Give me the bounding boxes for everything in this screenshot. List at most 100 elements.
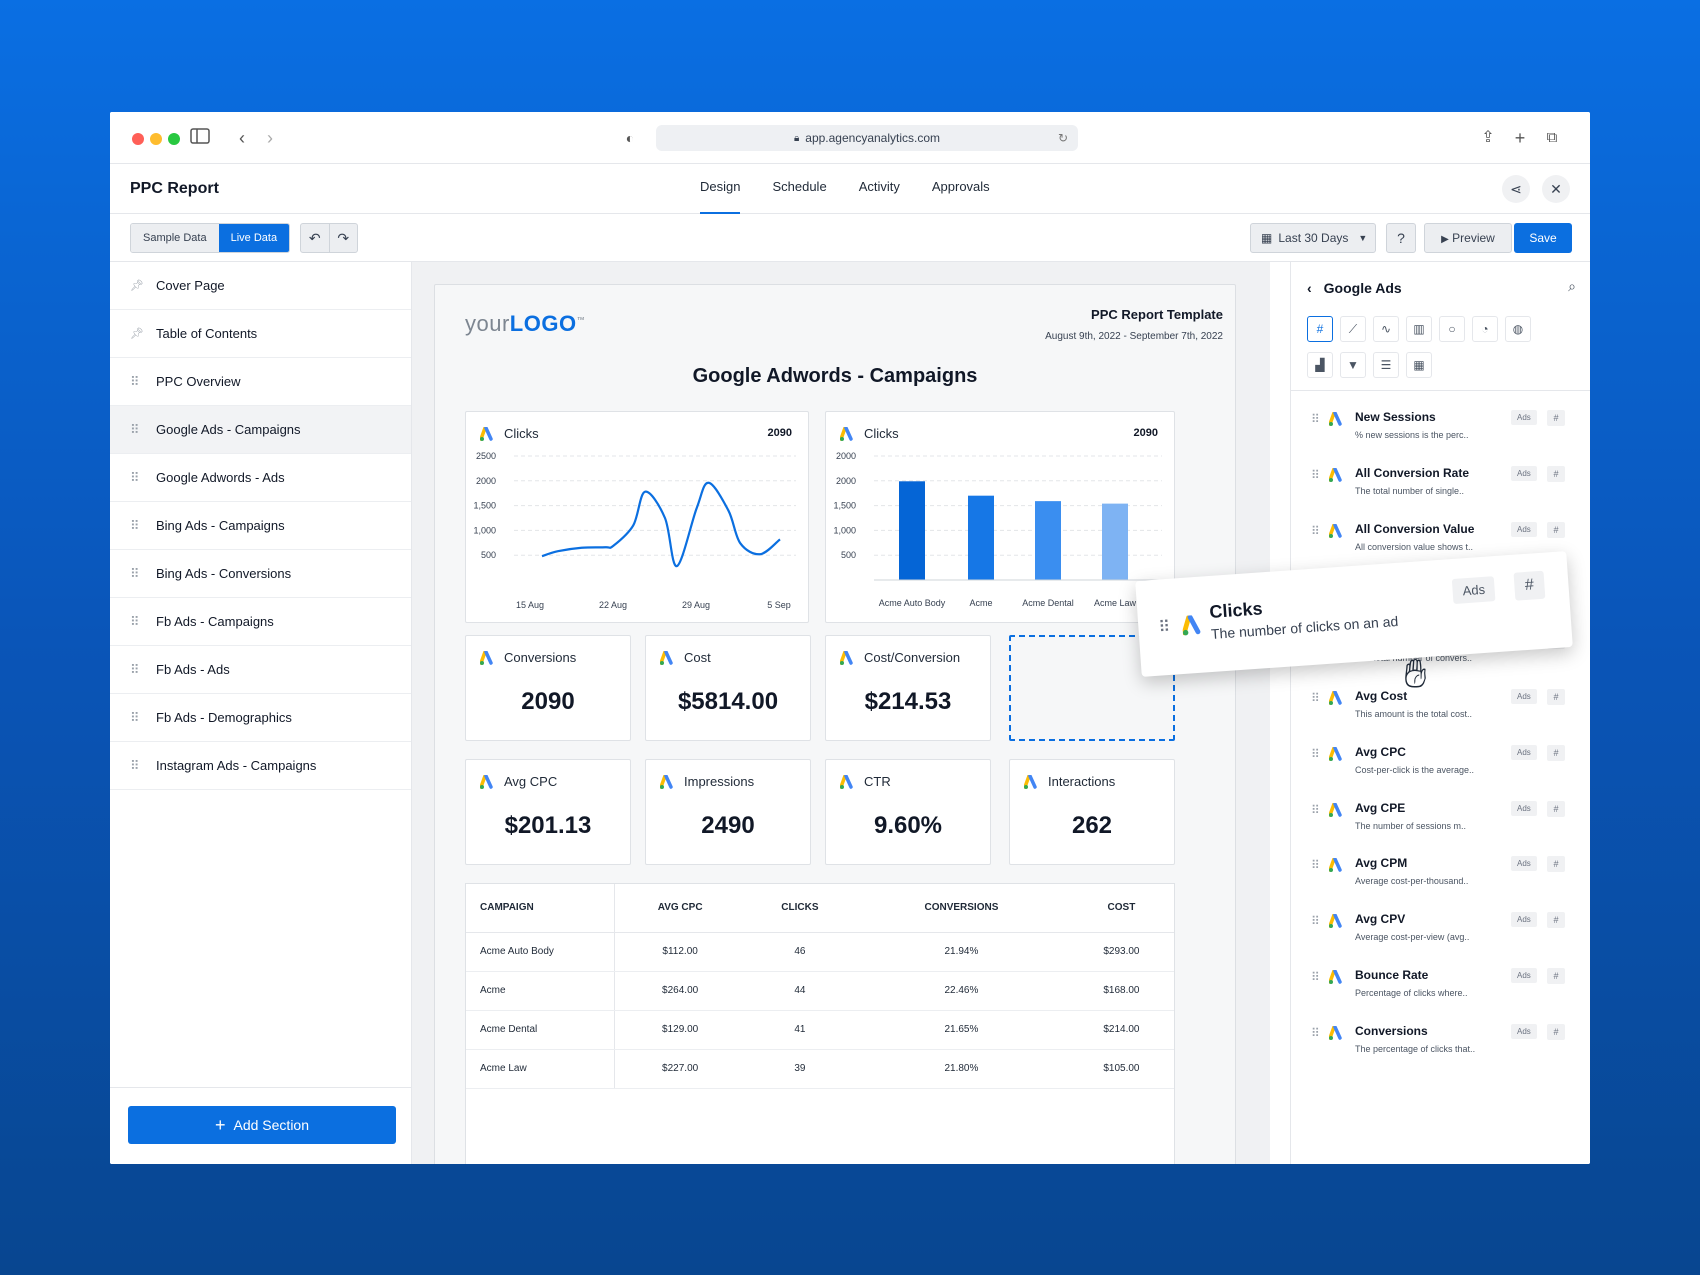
tab-design[interactable]: Design: [700, 164, 741, 214]
sidebar-item[interactable]: ⠿ Bing Ads - Campaigns: [110, 502, 411, 550]
metric-list-item[interactable]: ⠿ All Conversion Value All conversion valu…: [1291, 520, 1590, 576]
sidebar-item[interactable]: ⠿ Fb Ads - Campaigns: [110, 598, 411, 646]
bar-chart-icon[interactable]: ▥: [1406, 316, 1432, 342]
metric-card[interactable]: Avg CPC $201.13: [465, 759, 631, 865]
metric-card[interactable]: Cost $5814.00: [645, 635, 811, 741]
metric-list-item[interactable]: ⠿ Avg CPV Average cost-per-view (avg.. Ads #: [1291, 910, 1590, 966]
back-icon[interactable]: ‹: [1307, 280, 1312, 296]
sidebar-item[interactable]: ⠿ Instagram Ads - Campaigns: [110, 742, 411, 790]
column-header[interactable]: CONVERSIONS: [854, 884, 1069, 933]
metric-list-item[interactable]: ⠿ All Conversion Rate The total number of …: [1291, 464, 1590, 520]
sidebar-item[interactable]: ⠿ Google Ads - Campaigns: [110, 406, 411, 454]
search-icon[interactable]: ⌕: [1568, 278, 1576, 294]
grip-icon[interactable]: ⠿: [1311, 970, 1320, 984]
grip-icon[interactable]: ⠿: [1311, 802, 1320, 817]
bar-chart-card[interactable]: Clicks 2090 500 1,000 1,500 2000 2000 Acme Au…: [825, 411, 1175, 623]
column-header[interactable]: COST: [1068, 884, 1174, 933]
new-tab-icon[interactable]: +: [1514, 128, 1526, 148]
sidebar-item[interactable]: 📌︎ Cover Page: [110, 262, 411, 310]
pie-icon[interactable]: ◔: [1472, 316, 1498, 342]
line-chart-card[interactable]: Clicks 2090 500 1,000 1,500 2000 2500 15 Aug 2…: [465, 411, 809, 623]
column-header[interactable]: CLICKS: [745, 884, 854, 933]
grip-icon[interactable]: ⠿: [130, 565, 140, 581]
number-icon[interactable]: #: [1307, 316, 1333, 342]
forward-icon[interactable]: ›: [267, 128, 273, 148]
grip-icon[interactable]: ⠿: [1311, 467, 1320, 482]
grip-icon[interactable]: ⠿: [130, 613, 140, 629]
tab-activity[interactable]: Activity: [858, 179, 900, 194]
metric-list-item[interactable]: ⠿ Bounce Rate Percentage of clicks where..…: [1291, 966, 1590, 1022]
sidebar-item[interactable]: 📌︎ Table of Contents: [110, 310, 411, 358]
sidebar-item[interactable]: ⠿ Fb Ads - Demographics: [110, 694, 411, 742]
pin-icon[interactable]: 📌︎: [130, 328, 144, 340]
column-header[interactable]: AVG CPC: [614, 884, 746, 933]
funnel-icon[interactable]: ▼: [1340, 352, 1366, 378]
metric-list-item[interactable]: ⠿ New Sessions % new sessions is the perc.…: [1291, 408, 1590, 464]
grip-icon[interactable]: ⠿: [130, 757, 140, 773]
grip-icon[interactable]: ⠿: [130, 421, 140, 437]
metric-list-item[interactable]: ⠿ Avg Cost This amount is the total cost..…: [1291, 687, 1590, 743]
close-window-dot[interactable]: [132, 133, 144, 145]
metric-list-item[interactable]: ⠿ Avg CPC Cost-per-click is the average.. A…: [1291, 743, 1590, 799]
sidebar-item[interactable]: ⠿ Google Adwords - Ads: [110, 454, 411, 502]
metric-card[interactable]: Cost/Conversion $214.53: [825, 635, 991, 741]
grip-icon[interactable]: ⠿: [1311, 412, 1320, 426]
dragged-metric-card[interactable]: ⠿ Clicks The number of clicks on an ad A…: [1135, 551, 1573, 677]
metric-card[interactable]: Impressions 2490: [645, 759, 811, 865]
sample-data-button[interactable]: Sample Data: [131, 224, 219, 252]
metric-list-item[interactable]: ⠿ Avg CPE The number of sessions m.. Ads #: [1291, 799, 1590, 855]
metric-list-item[interactable]: ⠿ Avg CPM Average cost-per-thousand.. Ads #: [1291, 854, 1590, 910]
minimize-window-dot[interactable]: [150, 133, 162, 145]
live-data-button[interactable]: Live Data: [218, 224, 290, 252]
grip-icon[interactable]: ⠿: [1311, 523, 1320, 538]
table-icon[interactable]: ▦: [1406, 352, 1432, 378]
area-chart-icon[interactable]: ▟: [1307, 352, 1333, 378]
sidebar-item[interactable]: ⠿ Fb Ads - Ads: [110, 646, 411, 694]
metric-card[interactable]: Conversions 2090: [465, 635, 631, 741]
grip-icon[interactable]: ⠿: [1311, 858, 1320, 873]
grip-icon[interactable]: ⠿: [1311, 746, 1320, 761]
back-icon[interactable]: ‹: [239, 128, 245, 148]
maximize-window-dot[interactable]: [168, 133, 180, 145]
grip-icon[interactable]: ⠿: [130, 517, 140, 533]
metric-card[interactable]: CTR 9.60%: [825, 759, 991, 865]
close-icon[interactable]: ✕: [1542, 175, 1570, 203]
save-button[interactable]: Save: [1514, 223, 1572, 253]
date-range-select[interactable]: ▦ Last 30 Days ▼: [1250, 223, 1376, 253]
chart-label: Clicks: [840, 426, 899, 441]
share-report-icon[interactable]: ⋖: [1502, 175, 1530, 203]
tab-approvals[interactable]: Approvals: [931, 179, 990, 194]
preview-button[interactable]: ▶ Preview: [1424, 223, 1512, 253]
table-cell: Acme Dental: [466, 1010, 615, 1050]
metric-card[interactable]: Interactions 262: [1009, 759, 1175, 865]
grip-icon[interactable]: ⠿: [1311, 914, 1320, 929]
grip-icon[interactable]: ⠿: [130, 661, 140, 677]
help-icon[interactable]: ?: [1386, 223, 1416, 253]
tabs-overview-icon[interactable]: ⧉: [1546, 129, 1558, 146]
url-bar[interactable]: 🔒︎ app.agencyanalytics.com ↻: [656, 125, 1078, 151]
wave-icon[interactable]: ∿: [1373, 316, 1399, 342]
sidebar-item[interactable]: ⠿ PPC Overview: [110, 358, 411, 406]
tab-schedule[interactable]: Schedule: [772, 179, 827, 194]
pin-icon[interactable]: 📌︎: [130, 280, 144, 292]
globe-icon[interactable]: ◍: [1505, 316, 1531, 342]
sidebar-toggle-icon[interactable]: [188, 126, 212, 150]
grip-icon[interactable]: ⠿: [130, 469, 140, 485]
reload-icon[interactable]: ↻: [1057, 131, 1068, 145]
grip-icon[interactable]: ⠿: [130, 709, 140, 725]
donut-icon[interactable]: ○: [1439, 316, 1465, 342]
metric-list-item[interactable]: ⠿ Conversions The percentage of clicks tha…: [1291, 1022, 1590, 1078]
shield-icon[interactable]: ◐: [625, 130, 635, 146]
grip-icon[interactable]: ⠿: [1311, 691, 1320, 705]
share-icon[interactable]: ⇪: [1481, 129, 1495, 146]
grip-icon[interactable]: ⠿: [130, 373, 140, 389]
undo-icon[interactable]: ↶: [301, 224, 330, 252]
column-header[interactable]: CAMPAIGN: [466, 884, 615, 933]
list-chart-icon[interactable]: ☰: [1373, 352, 1399, 378]
grip-icon[interactable]: ⠿: [1311, 1025, 1320, 1040]
sidebar-item[interactable]: ⠿ Bing Ads - Conversions: [110, 550, 411, 598]
line-chart-icon[interactable]: ⟋: [1340, 316, 1366, 342]
sidebar-item-label: PPC Overview: [156, 374, 241, 389]
add-section-button[interactable]: + Add Section: [128, 1106, 396, 1144]
redo-icon[interactable]: ↷: [337, 230, 350, 246]
